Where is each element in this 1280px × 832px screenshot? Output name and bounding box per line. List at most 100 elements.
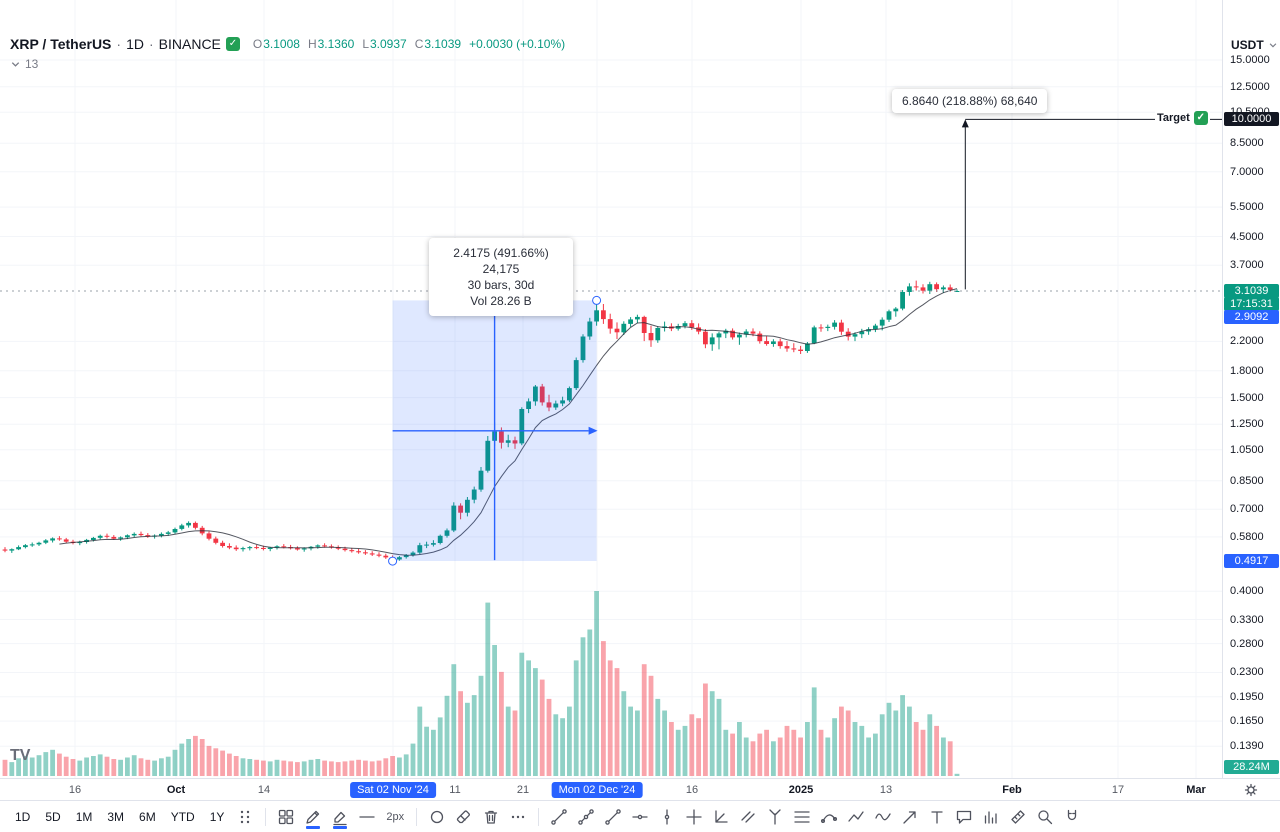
zigzag-tool-button[interactable] xyxy=(843,804,869,830)
time-tick-label: 16 xyxy=(685,784,699,796)
time-tick-label: 14 xyxy=(257,784,271,796)
cross-line-tool-button[interactable] xyxy=(681,804,707,830)
curve-tool-button[interactable] xyxy=(816,804,842,830)
price-tick-label: 0.1390 xyxy=(1230,740,1264,752)
interval-label[interactable]: 1D xyxy=(126,36,144,52)
wave-icon xyxy=(875,812,891,820)
range-3m-button[interactable]: 3M xyxy=(100,807,131,827)
drag-handle-button[interactable] xyxy=(232,804,258,830)
info-line-tool-button[interactable] xyxy=(600,804,626,830)
separator: · xyxy=(148,36,154,52)
high-value: 3.1360 xyxy=(317,37,355,51)
trash-icon xyxy=(484,810,498,824)
line-width-button[interactable]: 2px xyxy=(386,810,405,823)
arrow-marker-tool-button[interactable] xyxy=(897,804,923,830)
price-tick-label: 12.5000 xyxy=(1230,81,1270,93)
indicator-templates-button[interactable] xyxy=(273,804,299,830)
market-check-icon: ✓ xyxy=(225,37,240,51)
pitchfork-tool-button[interactable] xyxy=(762,804,788,830)
color-swatch xyxy=(333,825,348,829)
price-tick-label: 5.5000 xyxy=(1230,201,1264,213)
parallel-channel-tool-button[interactable] xyxy=(735,804,761,830)
vertical-line-tool-button[interactable] xyxy=(654,804,680,830)
time-tick-label: Feb xyxy=(1002,784,1022,796)
angle-icon xyxy=(715,809,728,823)
tradingview-logo[interactable]: TV xyxy=(10,747,31,764)
hlineg-icon xyxy=(632,814,648,819)
ruler-tool-button[interactable] xyxy=(1005,804,1031,830)
open-value: 3.1008 xyxy=(263,37,300,51)
elliott-wave-tool-button[interactable] xyxy=(870,804,896,830)
price-axis[interactable]: USDT 15.000012.500010.50008.50007.00005.… xyxy=(1222,0,1280,800)
currency-label: USDT xyxy=(1231,38,1264,52)
trend-angle-tool-button[interactable] xyxy=(708,804,734,830)
curve-icon xyxy=(821,813,838,823)
horizontal-line-tool-button[interactable] xyxy=(627,804,653,830)
low-label: L xyxy=(362,37,369,51)
exchange-label[interactable]: BINANCE xyxy=(158,36,221,52)
last-price-badge: 3.1039 xyxy=(1224,284,1279,298)
measure-date-badge: Sat 02 Nov '24 xyxy=(350,782,436,798)
ray-tool-button[interactable] xyxy=(573,804,599,830)
line-style-button[interactable] xyxy=(354,804,380,830)
price-tick-label: 4.5000 xyxy=(1230,231,1264,243)
price-tick-label: 3.7000 xyxy=(1230,259,1264,271)
bars-icon xyxy=(984,810,997,824)
range-6m-button[interactable]: 6M xyxy=(132,807,163,827)
price-tick-label: 0.4000 xyxy=(1230,585,1264,597)
price-tick-label: 1.2500 xyxy=(1230,418,1264,430)
range-5d-button[interactable]: 5D xyxy=(38,807,67,827)
trend-line-tool-button[interactable] xyxy=(546,804,572,830)
price-tick-label: 1.5000 xyxy=(1230,392,1264,404)
grid-icon xyxy=(279,809,294,824)
magnet-tool-button[interactable] xyxy=(1059,804,1085,830)
measure-low-price-badge: 0.4917 xyxy=(1224,554,1279,568)
arrow-icon xyxy=(903,810,916,824)
time-tick-label: Mar xyxy=(1186,784,1206,796)
time-tick-label: 21 xyxy=(516,784,530,796)
pitchfork-icon xyxy=(769,808,781,825)
remove-drawings-button[interactable] xyxy=(478,804,504,830)
price-tick-label: 0.1650 xyxy=(1230,715,1264,727)
zoom-in-tool-button[interactable] xyxy=(1032,804,1058,830)
object-tree-toggle[interactable]: 13 xyxy=(10,57,565,71)
time-axis[interactable]: 16 Oct 14 11 21 16 2025 13 Feb 17 Mar Sat 02 Nov '2… xyxy=(0,778,1222,800)
price-chart-canvas[interactable] xyxy=(0,0,1222,778)
measure-high-price-badge: 2.9092 xyxy=(1224,310,1279,324)
more-options-button[interactable] xyxy=(505,804,531,830)
zoom-icon xyxy=(1038,809,1053,824)
diag2-icon xyxy=(578,808,594,825)
price-tick-label: 1.0500 xyxy=(1230,444,1264,456)
gear-icon xyxy=(1244,783,1258,796)
range-ytd-button[interactable]: YTD xyxy=(164,807,202,827)
range-1d-button[interactable]: 1D xyxy=(8,807,37,827)
text-tool-button[interactable] xyxy=(924,804,950,830)
time-axis-settings-button[interactable] xyxy=(1238,777,1264,803)
time-tick-label: 13 xyxy=(879,784,893,796)
draw-pencil-button[interactable] xyxy=(300,804,326,830)
ellipse-tool-button[interactable] xyxy=(424,804,450,830)
eraser-tool-button[interactable] xyxy=(451,804,477,830)
volume-badge: 28.24M xyxy=(1224,760,1279,774)
target-price-badge: 10.0000 xyxy=(1224,112,1279,126)
price-tick-label: 8.5000 xyxy=(1230,137,1264,149)
close-value: 3.1039 xyxy=(424,37,462,51)
ohlc-values: O3.1008 H3.1360 L3.0937 C3.1039 +0.0030 … xyxy=(253,37,565,51)
fib-retracement-tool-button[interactable] xyxy=(789,804,815,830)
highlighter-button[interactable] xyxy=(327,804,353,830)
bars-pattern-tool-button[interactable] xyxy=(978,804,1004,830)
diag-icon xyxy=(551,808,567,825)
range-1m-button[interactable]: 1M xyxy=(69,807,100,827)
fib-icon xyxy=(794,810,810,823)
symbol-title[interactable]: XRP / TetherUS xyxy=(10,36,112,52)
price-tick-label: 2.2000 xyxy=(1230,335,1264,347)
target-label[interactable]: Target ✓ xyxy=(1155,111,1210,125)
callout-tool-button[interactable] xyxy=(951,804,977,830)
currency-selector[interactable]: USDT xyxy=(1231,38,1278,52)
measure-volume-line: Vol 28.26 B xyxy=(470,294,532,308)
time-tick-label: 2025 xyxy=(788,784,814,796)
low-value: 3.0937 xyxy=(370,37,407,51)
price-tick-label: 0.2300 xyxy=(1230,666,1264,678)
bar-countdown-badge: 17:15:31 xyxy=(1224,297,1279,311)
range-1y-button[interactable]: 1Y xyxy=(203,807,232,827)
